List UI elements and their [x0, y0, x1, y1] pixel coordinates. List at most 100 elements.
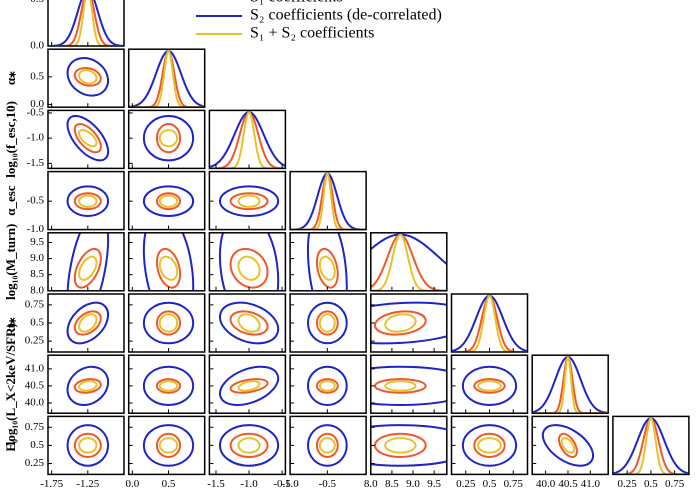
contour	[78, 255, 98, 281]
contour	[370, 365, 447, 407]
contour	[306, 365, 348, 407]
contour	[73, 247, 102, 289]
contour	[78, 194, 98, 208]
density-curve	[48, 0, 124, 46]
x-tick-label: 40.5	[558, 478, 578, 490]
contour	[315, 247, 339, 289]
contour	[142, 185, 195, 217]
contour	[237, 194, 261, 208]
panel	[218, 185, 280, 217]
x-tick-label: -1.0	[281, 478, 299, 490]
legend-label: S₁ coefficients	[250, 0, 343, 6]
panel	[142, 365, 195, 407]
y-axis-label: α⁎	[3, 71, 18, 85]
x-tick-label: 0.0	[125, 478, 139, 490]
density-curve	[128, 49, 205, 108]
legend-label: S₂ coefficients (de-correlated)	[250, 7, 442, 24]
panel	[370, 233, 447, 291]
contour	[142, 301, 195, 345]
contour	[318, 313, 336, 333]
contour	[384, 437, 417, 454]
panel-frame	[289, 293, 367, 353]
contour	[370, 424, 447, 467]
contour	[73, 66, 102, 87]
density-curve	[612, 417, 689, 475]
contour	[218, 424, 280, 467]
panel-frame	[289, 170, 367, 231]
panel	[66, 301, 110, 345]
panel-frame	[370, 354, 448, 414]
panel	[306, 232, 348, 291]
density-curve	[48, 0, 124, 46]
panel	[142, 232, 195, 291]
contour	[477, 380, 502, 392]
panel-frame	[208, 109, 287, 170]
contour	[315, 432, 339, 458]
panel	[306, 365, 348, 407]
contour	[155, 432, 182, 458]
contour	[78, 69, 98, 85]
panel	[370, 424, 447, 467]
contour	[229, 310, 269, 336]
x-tick-label: 0.5	[644, 478, 658, 490]
contour	[155, 310, 182, 336]
contour	[229, 247, 269, 289]
contour	[142, 114, 195, 162]
panel	[612, 416, 689, 475]
panel	[370, 301, 447, 345]
contour	[158, 437, 179, 454]
contour	[370, 301, 447, 345]
contour	[229, 192, 269, 211]
contour	[560, 437, 576, 454]
contour	[473, 378, 506, 394]
x-tick-label: 8.5	[385, 478, 399, 490]
y-tick-label: 40.0	[25, 396, 45, 408]
density-curve	[451, 294, 528, 352]
panel-frame	[127, 109, 206, 170]
panel	[48, 0, 124, 46]
y-tick-label: 40.5	[25, 379, 45, 391]
panel-frame	[450, 293, 529, 353]
contour	[218, 365, 280, 407]
contour	[66, 114, 110, 162]
y-axis-label: E₀	[3, 439, 18, 452]
contour	[318, 380, 336, 392]
panel	[218, 424, 280, 467]
panel-frame	[127, 48, 206, 108]
x-tick-label: 40.0	[536, 478, 556, 490]
y-axis-label: α_esc	[3, 185, 18, 216]
contour	[558, 432, 578, 458]
y-tick-label: -0.5	[27, 195, 45, 207]
panel-frame	[289, 354, 367, 414]
y-tick-label: 0.5	[30, 439, 44, 451]
x-tick-label: 0.25	[456, 478, 476, 490]
panel	[142, 301, 195, 345]
panel-frame	[127, 232, 206, 292]
panel	[142, 185, 195, 217]
contour	[158, 255, 179, 281]
density-curve	[290, 171, 367, 230]
x-tick-label: 9.5	[427, 478, 441, 490]
panel	[218, 365, 280, 407]
panel-frame	[47, 293, 125, 353]
panel-frame	[208, 354, 287, 414]
legend-label: S₁ + S₂ coefficients	[250, 25, 374, 42]
panel-frame	[47, 0, 125, 47]
x-tick-label: -1.25	[76, 478, 99, 490]
y-tick-label: 0.0	[30, 98, 44, 110]
contour	[315, 378, 339, 394]
panel	[66, 114, 110, 162]
density-curve	[451, 294, 528, 352]
x-tick-label: -0.5	[273, 478, 291, 490]
panel	[532, 355, 609, 414]
panel-frame	[127, 293, 206, 353]
panel-frame	[127, 415, 206, 476]
y-tick-label: 0.25	[25, 335, 45, 347]
panel-frame	[531, 415, 609, 476]
contour	[78, 313, 98, 333]
x-tick-label: -0.5	[319, 478, 337, 490]
contour	[78, 380, 98, 392]
x-tick-label: 41.0	[581, 478, 601, 490]
x-tick-label: 0.75	[665, 478, 685, 490]
